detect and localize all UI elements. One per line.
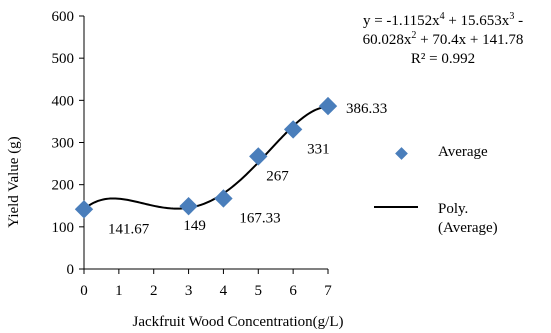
equation-line-2: 60.028x2 + 70.4x + 141.78: [336, 31, 550, 50]
r-squared: R² = 0.992: [410, 51, 476, 67]
diamond-marker-icon: [395, 147, 408, 160]
data-point-marker: [74, 200, 94, 219]
x-tick-label: 5: [255, 283, 263, 299]
equation-term-1: y = -1.1152x: [362, 13, 440, 29]
y-tick-label: 600: [52, 9, 75, 25]
x-axis-label: Jackfruit Wood Concentration(g/L): [133, 314, 344, 330]
trendline-equation: y = -1.1152x4 + 15.653x3 - 60.028x2 + 70…: [336, 12, 550, 69]
data-label: 149: [183, 218, 206, 234]
data-label: 141.67: [108, 221, 150, 237]
equation-term-4: 60.028x: [362, 32, 412, 48]
data-point-marker: [214, 189, 233, 208]
data-point-marker: [318, 96, 338, 116]
y-tick-label: 0: [67, 262, 75, 278]
equation-term-3: -: [514, 13, 524, 29]
x-tick-label: 3: [185, 283, 193, 299]
x-tick-label: 1: [115, 283, 123, 299]
data-point-marker: [179, 196, 198, 216]
equation-term-5: + 70.4x + 141.78: [416, 32, 524, 48]
equation-term-2: + 15.653x: [444, 13, 510, 29]
data-point-marker: [283, 120, 303, 139]
data-label: 267: [266, 168, 289, 184]
data-points: [74, 96, 338, 219]
equation-exp-3: 2: [411, 30, 417, 41]
equation-line-1: y = -1.1152x4 + 15.653x3 -: [336, 12, 550, 31]
legend-item-poly: Poly. (Average): [374, 166, 548, 236]
x-tick-label: 2: [150, 283, 158, 299]
data-point-marker: [249, 147, 268, 166]
legend-label-average: Average: [438, 144, 488, 160]
equation-exp-1: 4: [439, 11, 445, 22]
chart-ticks: 0 100 200 300 400 500 600 0 1 2 3 4 5 6 7: [52, 9, 333, 299]
legend-label-poly: Poly. (Average): [438, 201, 498, 236]
y-tick-label: 500: [52, 51, 75, 67]
x-tick-label: 6: [289, 283, 297, 299]
x-tick-label: 7: [324, 283, 332, 299]
x-tick-label: 0: [80, 283, 88, 299]
y-tick-label: 100: [52, 220, 75, 236]
data-label: 167.33: [239, 210, 280, 226]
y-tick-label: 400: [52, 93, 75, 109]
data-label: 331: [307, 141, 330, 157]
legend-item-average: Average: [388, 144, 548, 166]
line-marker-icon: [374, 206, 418, 208]
y-tick-label: 300: [52, 136, 75, 152]
y-axis-label: Yield Value (g): [6, 136, 22, 227]
data-label: 386.33: [346, 101, 387, 117]
y-tick-label: 200: [52, 178, 75, 194]
x-tick-label: 4: [220, 283, 228, 299]
equation-exp-2: 3: [509, 11, 515, 22]
data-labels: 141.67 149 167.33 267 331 386.33: [108, 101, 387, 237]
chart-legend: Average Poly. (Average): [374, 144, 548, 236]
